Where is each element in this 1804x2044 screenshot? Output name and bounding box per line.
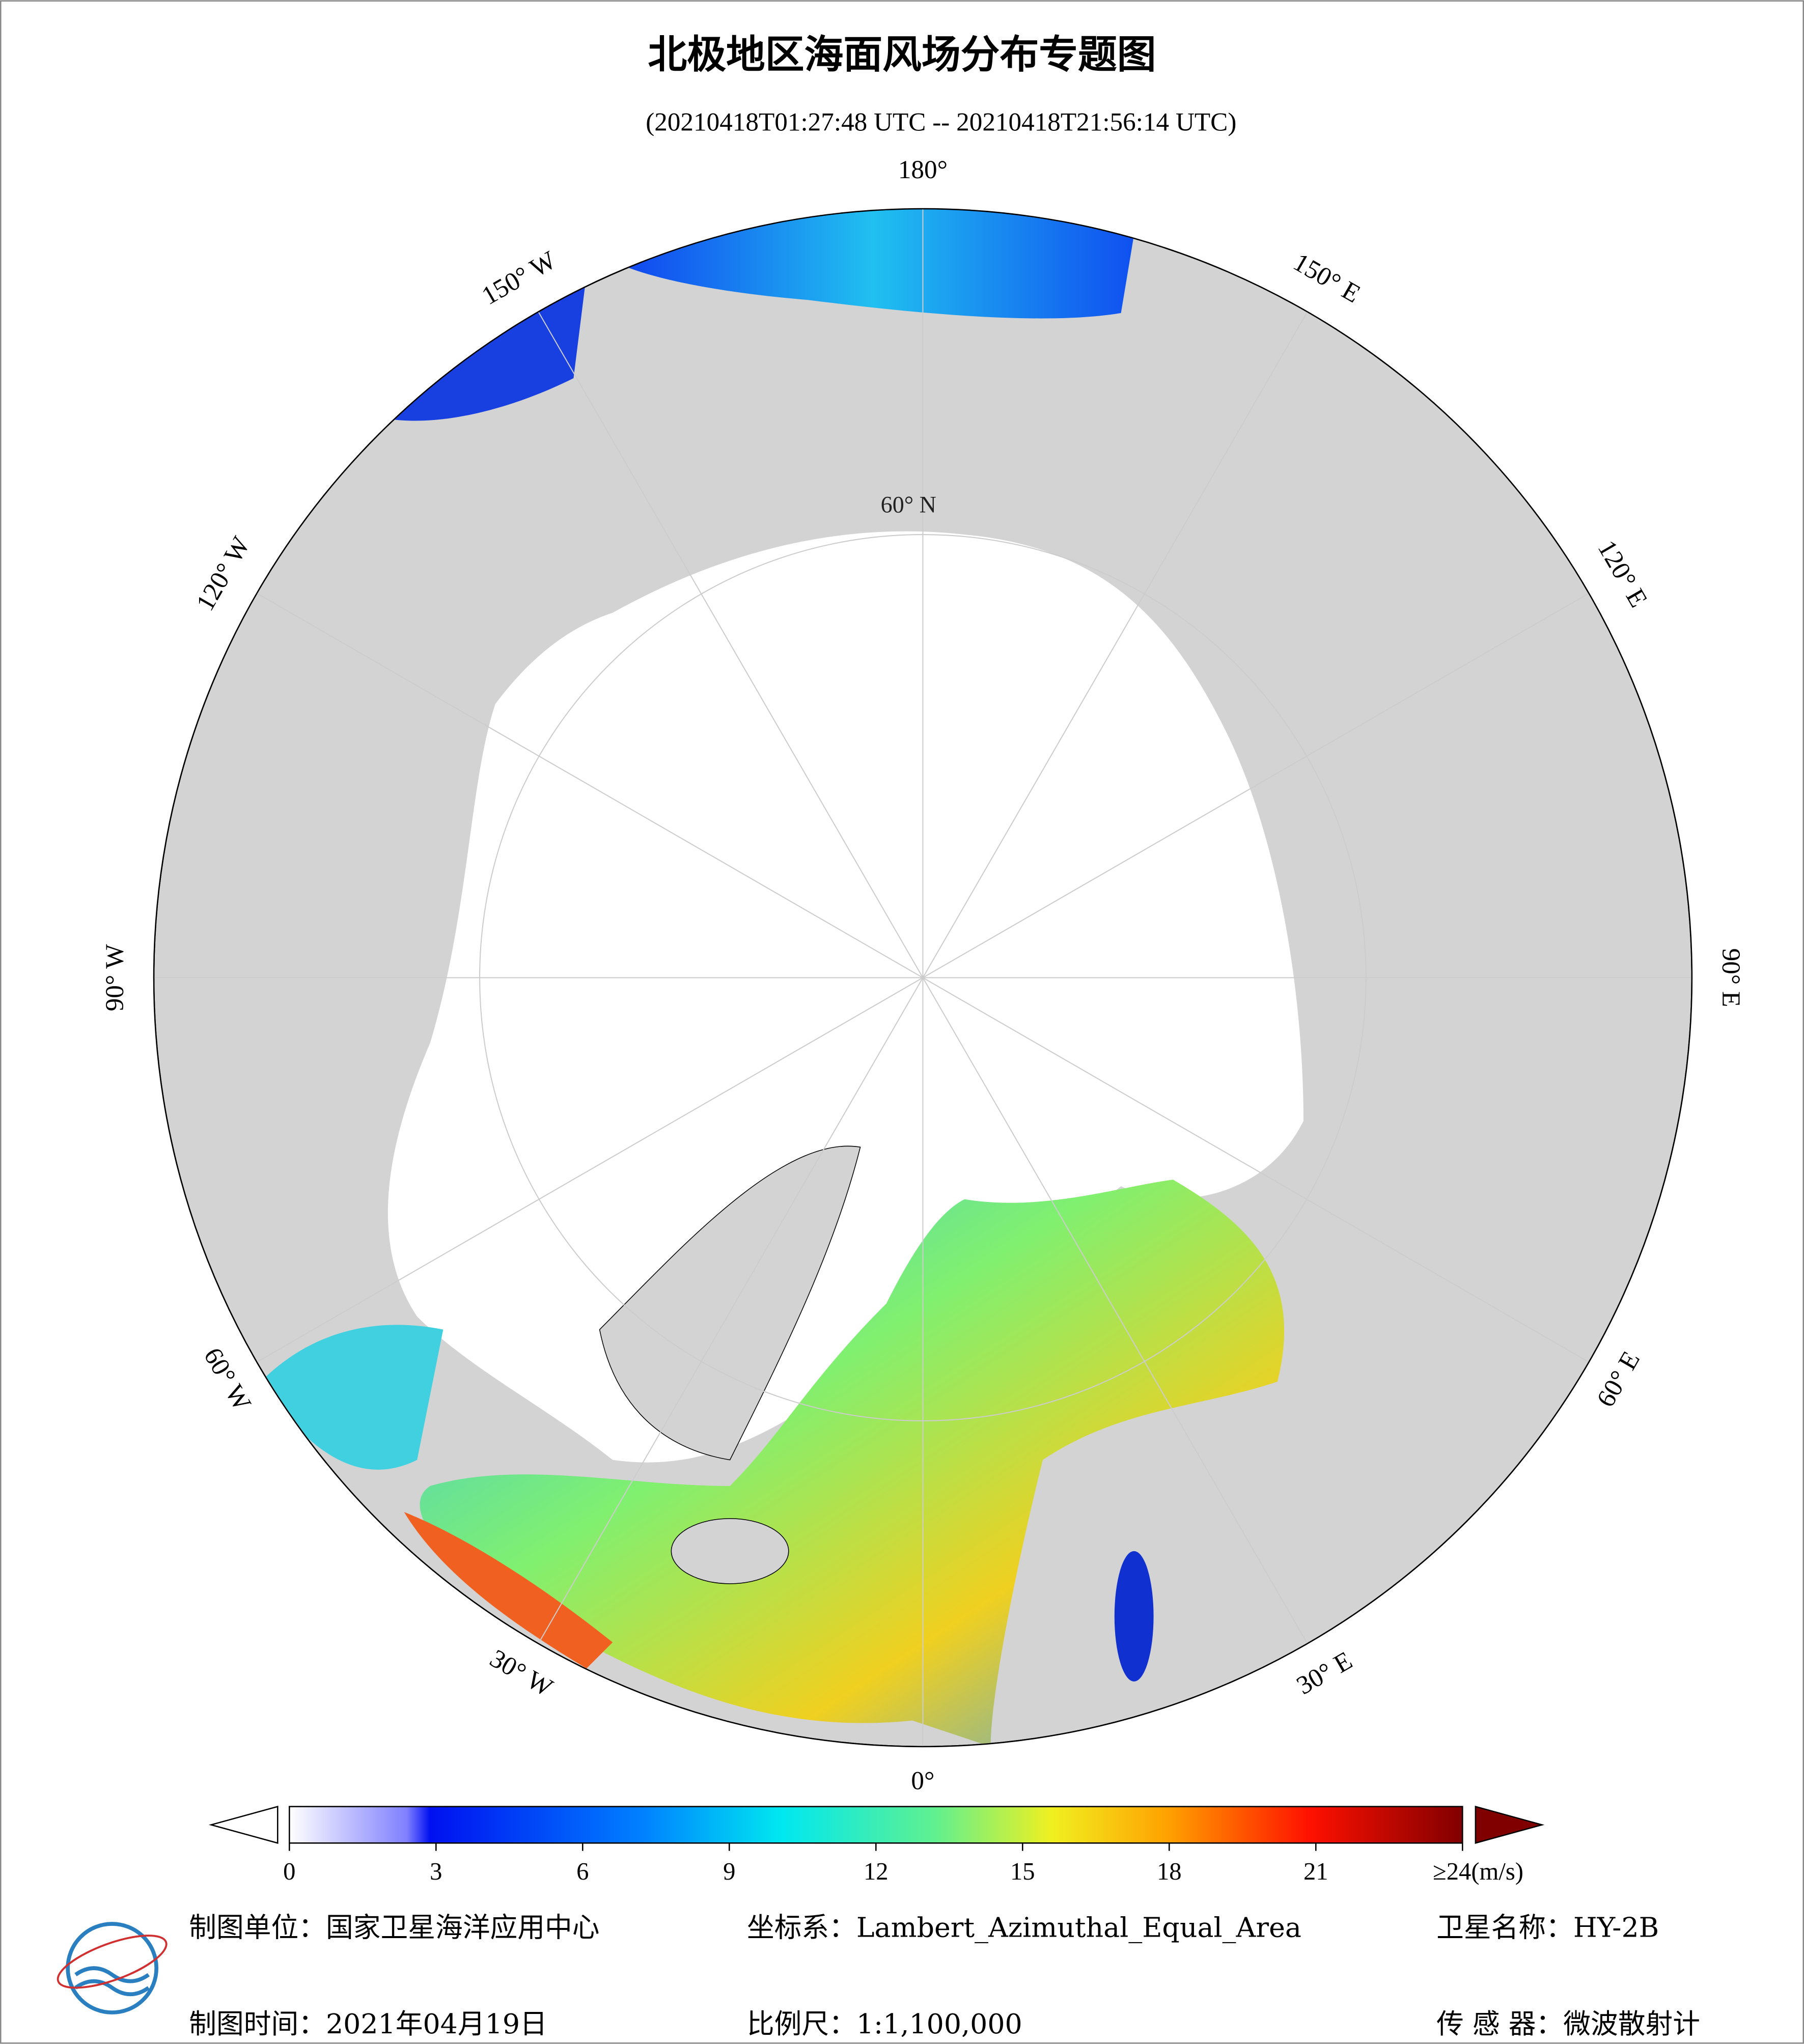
- colorbar-tick-label: 9: [723, 1858, 735, 1885]
- colorbar-tick-label: 18: [1157, 1858, 1182, 1885]
- arctic-ocean: [387, 531, 1303, 1463]
- wind-swath: [1114, 1551, 1154, 1682]
- satellite: 卫星名称：HY-2B: [1436, 1912, 1659, 1944]
- map: [154, 209, 1692, 1747]
- projection: 坐标系：Lambert_Azimuthal_Equal_Area: [747, 1912, 1301, 1944]
- colorbar-tick-label: 12: [864, 1858, 889, 1885]
- graticule-label: 90° W: [100, 944, 129, 1012]
- graticule-label: 180°: [898, 155, 948, 184]
- iceland: [671, 1518, 789, 1584]
- subtitle: (20210418T01:27:48 UTC -- 20210418T21:56…: [646, 107, 1236, 136]
- date: 制图时间：2021年04月19日: [189, 2008, 547, 2040]
- wind-swath: [404, 1512, 613, 1669]
- graticule-label: 0°: [911, 1766, 934, 1795]
- colorbar-tick-label: ≥24(m/s): [1433, 1858, 1523, 1885]
- graticule-label: 90° E: [1716, 948, 1745, 1007]
- title: 北极地区海面风场分布专题图: [648, 33, 1156, 78]
- greenland: [599, 1145, 861, 1461]
- colorbar-max-arrow: [1475, 1805, 1545, 1844]
- colorbar: [289, 1806, 1463, 1844]
- sensor: 传 感 器：微波散射计: [1436, 2008, 1700, 2040]
- colorbar-tick-label: 21: [1303, 1858, 1328, 1885]
- colorbar-tick-label: 15: [1010, 1858, 1035, 1885]
- map-border: [153, 208, 1693, 1748]
- logo: [57, 1922, 168, 2014]
- wind-swath: [420, 1180, 1285, 1747]
- colorbar-tick-label: 0: [283, 1858, 295, 1885]
- colorbar-ticks: 0 3 6 9 12 15 18 21 ≥24(m/s): [283, 1843, 1523, 1885]
- graticule: [154, 209, 1692, 1747]
- wind-swath: [260, 1325, 443, 1470]
- colorbar-tick-label: 3: [430, 1858, 442, 1885]
- colorbar-min-arrow: [208, 1805, 279, 1844]
- scale: 比例尺：1:1,100,000: [747, 2008, 1022, 2040]
- footer: 制图单位：国家卫星海洋应用中心 坐标系：Lambert_Azimuthal_Eq…: [189, 1912, 1700, 2040]
- latitude-label: 60° N: [881, 492, 936, 518]
- colorbar-tick-label: 6: [576, 1858, 589, 1885]
- producer: 制图单位：国家卫星海洋应用中心: [189, 1912, 599, 1944]
